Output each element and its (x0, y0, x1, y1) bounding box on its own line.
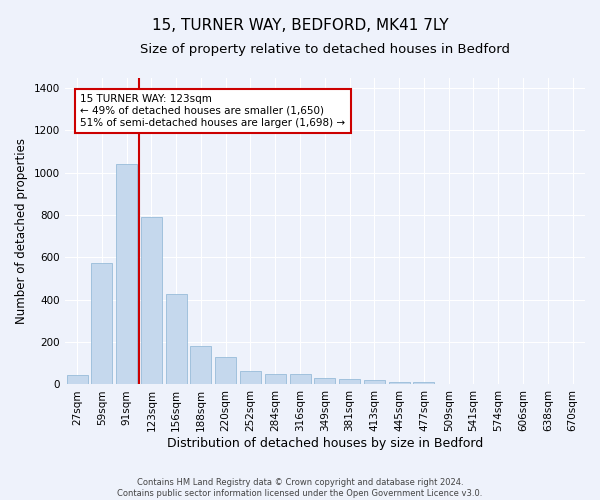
Bar (215, 357, 236, 384)
Bar (116, 164, 137, 384)
Bar (67, 375, 88, 384)
Bar (389, 382, 410, 384)
Bar (141, 217, 162, 384)
X-axis label: Distribution of detached houses by size in Bedford: Distribution of detached houses by size … (167, 437, 483, 450)
Bar (91, 262, 112, 384)
Text: Contains HM Land Registry data © Crown copyright and database right 2024.
Contai: Contains HM Land Registry data © Crown c… (118, 478, 482, 498)
Bar (190, 346, 211, 385)
Text: 15, TURNER WAY, BEDFORD, MK41 7LY: 15, TURNER WAY, BEDFORD, MK41 7LY (152, 18, 448, 32)
Bar (314, 378, 335, 384)
Bar (166, 294, 187, 384)
Bar (339, 378, 360, 384)
Bar (240, 370, 261, 384)
Bar (364, 380, 385, 384)
Bar (265, 374, 286, 384)
Bar (413, 382, 434, 384)
Bar (290, 374, 311, 384)
Y-axis label: Number of detached properties: Number of detached properties (15, 138, 28, 324)
Text: 15 TURNER WAY: 123sqm
← 49% of detached houses are smaller (1,650)
51% of semi-d: 15 TURNER WAY: 123sqm ← 49% of detached … (80, 94, 346, 128)
Title: Size of property relative to detached houses in Bedford: Size of property relative to detached ho… (140, 42, 510, 56)
